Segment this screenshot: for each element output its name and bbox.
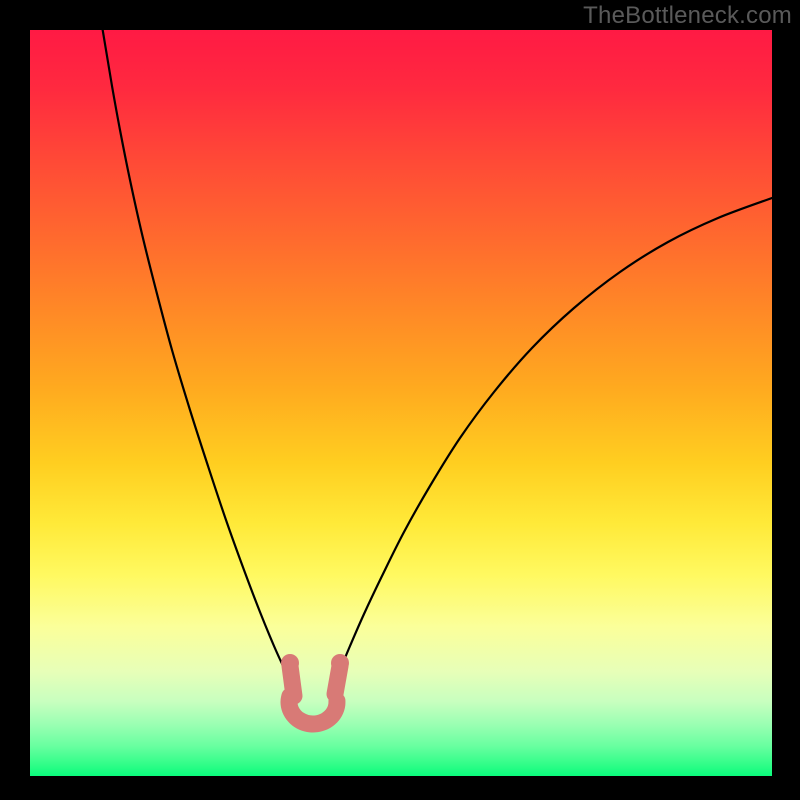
marker-left-dot bbox=[281, 654, 299, 672]
watermark-text: TheBottleneck.com bbox=[583, 2, 792, 30]
chart-container: TheBottleneck.com bbox=[0, 0, 800, 800]
gradient-background bbox=[30, 30, 772, 776]
marker-right-dot bbox=[331, 654, 349, 672]
plot-svg bbox=[30, 30, 772, 776]
plot-area bbox=[30, 30, 772, 776]
